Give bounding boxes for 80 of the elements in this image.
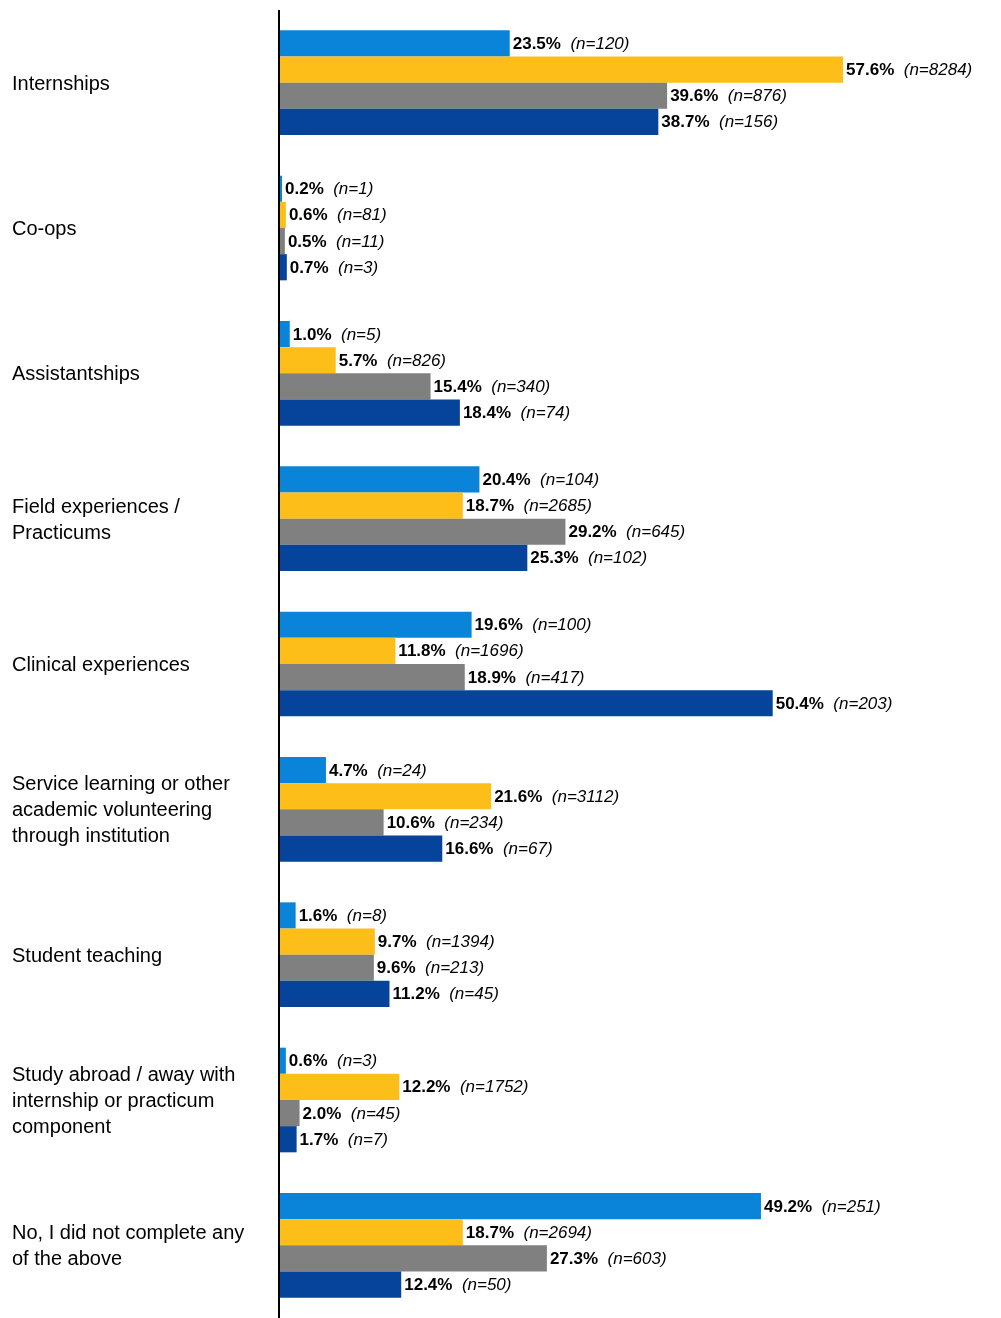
data-label: 0.2% (n=1) [285, 179, 374, 199]
bar [280, 492, 463, 519]
bar [280, 980, 390, 1007]
data-label: 0.6% (n=3) [288, 1051, 378, 1071]
data-label: 27.3% (n=603) [549, 1248, 667, 1268]
bar [280, 518, 566, 545]
bar [280, 835, 443, 862]
bar [280, 466, 480, 493]
data-label: 29.2% (n=645) [568, 522, 686, 542]
data-label: 0.6% (n=81) [288, 205, 387, 225]
bar [280, 1126, 297, 1153]
data-label: 15.4% (n=340) [433, 376, 551, 396]
data-label: 5.7% (n=826) [338, 350, 446, 370]
data-label: 18.7% (n=2694) [465, 1222, 592, 1242]
data-label: 1.0% (n=5) [292, 324, 382, 344]
data-label: 12.4% (n=50) [404, 1275, 512, 1295]
y-tick-label: Assistantships [12, 362, 140, 384]
bar [280, 1100, 300, 1127]
y-tick-label: No, I did not complete any of the above [12, 1221, 245, 1269]
bar [280, 690, 773, 717]
data-label: 49.2% (n=251) [763, 1196, 881, 1216]
y-tick-label: Study abroad / away with internship or practicum component [12, 1063, 236, 1137]
data-label: 11.2% (n=45) [392, 984, 499, 1004]
data-label: 0.7% (n=3) [289, 257, 379, 277]
data-label: 21.6% (n=3112) [494, 786, 620, 806]
bar [280, 82, 668, 109]
bar [280, 228, 285, 255]
bar [280, 544, 528, 571]
bar [280, 108, 659, 135]
y-tick-label: Field experiences / Practicums [12, 495, 181, 543]
data-label: 11.8% (n=1696) [398, 641, 524, 661]
data-label: 9.6% (n=213) [376, 958, 485, 978]
bar [280, 637, 396, 664]
data-label: 39.6% (n=876) [670, 86, 787, 106]
data-label: 10.6% (n=234) [386, 812, 504, 832]
bar [280, 1271, 402, 1298]
bar [280, 254, 287, 281]
bar [280, 347, 336, 374]
bar [280, 1245, 547, 1272]
bar [280, 1073, 400, 1100]
data-label: 1.7% (n=7) [299, 1129, 388, 1149]
data-label: 12.2% (n=1752) [402, 1077, 529, 1097]
y-tick-label: Co-ops [12, 217, 77, 239]
data-label: 25.3% (n=102) [530, 548, 648, 568]
bar [280, 201, 286, 228]
data-label: 1.6% (n=8) [298, 905, 388, 925]
bar [280, 928, 375, 955]
data-label: 50.4% (n=203) [775, 693, 893, 713]
data-label: 20.4% (n=104) [482, 469, 600, 489]
data-label: 18.4% (n=74) [462, 403, 571, 423]
bar [280, 664, 465, 691]
data-label: 9.7% (n=1394) [377, 932, 495, 952]
bar [280, 611, 472, 638]
bar [280, 1193, 761, 1220]
data-label: 16.6% (n=67) [445, 839, 553, 859]
data-label: 57.6% (n=8284) [846, 60, 973, 80]
data-label: 0.5% (n=11) [287, 231, 385, 251]
bar [280, 30, 510, 57]
bar [280, 321, 290, 348]
data-label: 38.7% (n=156) [661, 112, 779, 132]
bar [280, 954, 374, 981]
data-label: 23.5% (n=120) [512, 33, 630, 53]
bar [280, 1047, 286, 1074]
bar [280, 399, 460, 426]
bar [280, 757, 326, 784]
data-label: 18.9% (n=417) [467, 667, 585, 687]
data-label: 4.7% (n=24) [328, 760, 427, 780]
y-tick-label: Clinical experiences [12, 653, 190, 675]
y-tick-label: Service learning or other academic volunteering through institution [12, 772, 231, 846]
bar [280, 902, 296, 929]
y-tick-label: Student teaching [12, 944, 163, 966]
data-label: 19.6% (n=100) [474, 615, 592, 635]
y-tick-label: Internships [12, 72, 110, 94]
data-label: 18.7% (n=2685) [465, 496, 592, 516]
bar [280, 809, 384, 836]
data-label: 2.0% (n=45) [302, 1103, 401, 1123]
bar [280, 373, 431, 400]
bar [280, 56, 844, 83]
bar [280, 1219, 463, 1246]
bar [280, 783, 492, 810]
